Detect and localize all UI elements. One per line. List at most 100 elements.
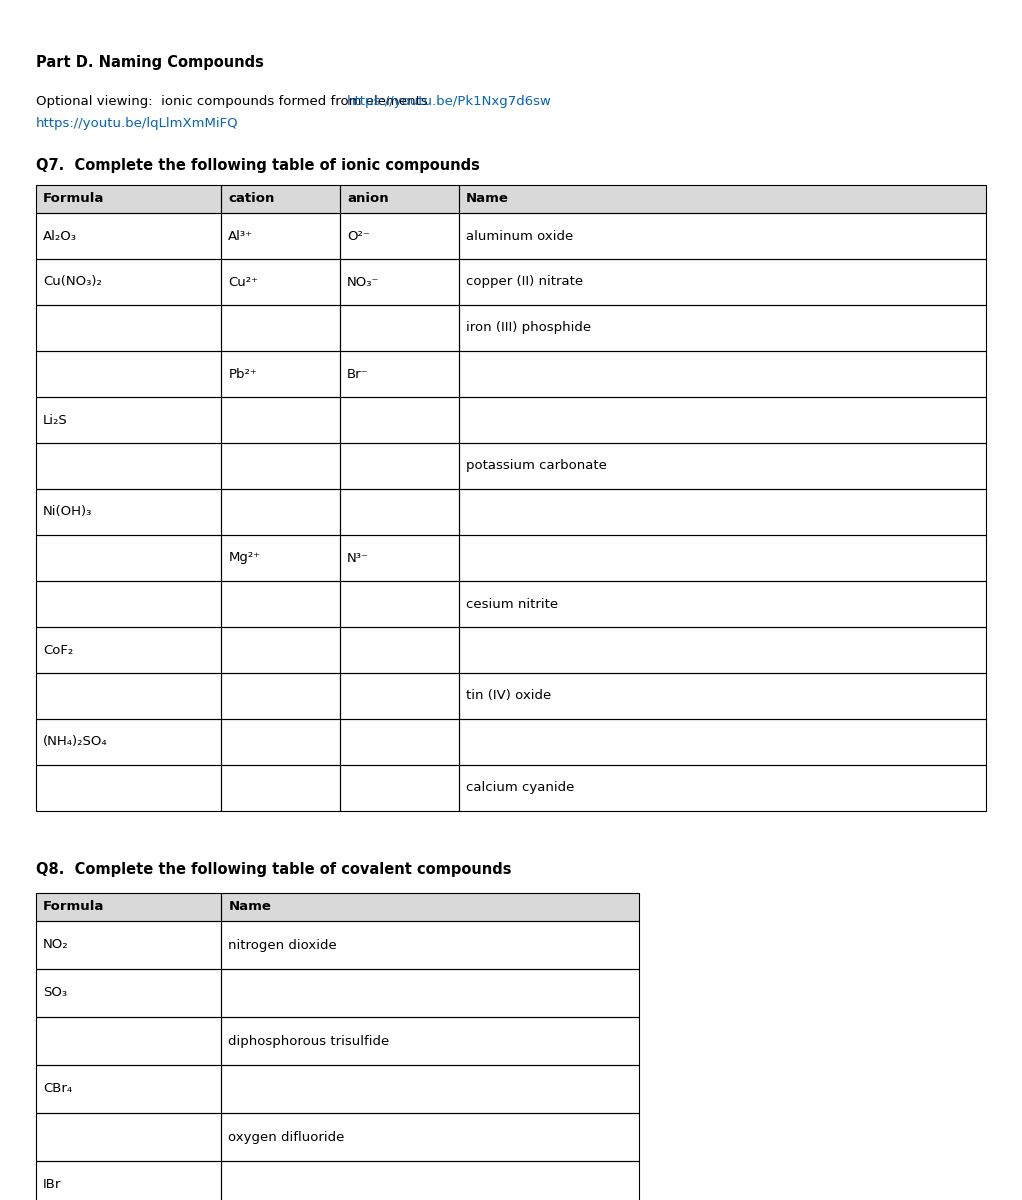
Text: potassium carbonate: potassium carbonate	[466, 460, 607, 473]
Bar	[36, 1066, 221, 1114]
Bar	[459, 185, 986, 214]
Bar	[36, 185, 221, 214]
Bar	[221, 490, 340, 535]
Bar	[340, 535, 459, 581]
Bar	[36, 719, 221, 766]
Bar	[459, 443, 986, 490]
Text: nitrogen dioxide: nitrogen dioxide	[228, 938, 337, 952]
Bar	[221, 673, 340, 719]
Bar	[36, 259, 221, 305]
Text: CBr₄: CBr₄	[43, 1082, 73, 1096]
Bar	[340, 490, 459, 535]
Bar	[459, 535, 986, 581]
Bar	[221, 305, 340, 350]
Text: iron (III) phosphide: iron (III) phosphide	[466, 322, 591, 335]
Text: Q8.  Complete the following table of covalent compounds: Q8. Complete the following table of cova…	[36, 862, 511, 877]
Text: cesium nitrite: cesium nitrite	[466, 598, 558, 611]
Text: oxygen difluoride: oxygen difluoride	[228, 1130, 344, 1144]
Bar	[221, 922, 639, 970]
Text: Part D. Naming Compounds: Part D. Naming Compounds	[36, 55, 264, 70]
Text: Pb²⁺: Pb²⁺	[228, 367, 257, 380]
Text: Cu²⁺: Cu²⁺	[228, 276, 259, 288]
Text: calcium cyanide: calcium cyanide	[466, 781, 574, 794]
Bar	[340, 214, 459, 259]
Text: Ni(OH)₃: Ni(OH)₃	[43, 505, 92, 518]
Bar	[340, 626, 459, 673]
Text: cation: cation	[228, 192, 275, 205]
Bar	[459, 673, 986, 719]
Bar	[340, 673, 459, 719]
Bar	[221, 259, 340, 305]
Text: Br⁻: Br⁻	[347, 367, 369, 380]
Bar	[340, 766, 459, 811]
Bar	[36, 305, 221, 350]
Bar	[36, 350, 221, 397]
Bar	[340, 719, 459, 766]
Bar	[221, 185, 340, 214]
Bar	[36, 626, 221, 673]
Bar	[36, 1162, 221, 1200]
Bar	[340, 350, 459, 397]
Bar	[36, 214, 221, 259]
Text: Mg²⁺: Mg²⁺	[228, 552, 261, 564]
Bar	[221, 719, 340, 766]
Bar	[340, 443, 459, 490]
Bar	[340, 305, 459, 350]
Bar	[36, 1018, 221, 1066]
Bar	[459, 185, 986, 214]
Text: Formula: Formula	[43, 900, 104, 913]
Bar	[459, 350, 986, 397]
Text: https://youtu.be/lqLlmXmMiFQ: https://youtu.be/lqLlmXmMiFQ	[36, 116, 238, 130]
Bar	[340, 185, 459, 214]
Text: IBr: IBr	[43, 1178, 61, 1192]
Text: Name: Name	[466, 192, 509, 205]
Bar	[36, 490, 221, 535]
Text: Cu(NO₃)₂: Cu(NO₃)₂	[43, 276, 102, 288]
Text: Al₂O₃: Al₂O₃	[43, 229, 77, 242]
Text: NO₃⁻: NO₃⁻	[347, 276, 379, 288]
Text: copper (II) nitrate: copper (II) nitrate	[466, 276, 583, 288]
Bar	[221, 1066, 639, 1114]
Bar	[221, 214, 340, 259]
Bar	[221, 397, 340, 443]
Bar	[221, 185, 340, 214]
Bar	[221, 766, 340, 811]
Bar	[36, 922, 221, 970]
Bar	[459, 490, 986, 535]
Bar	[340, 259, 459, 305]
Text: Al³⁺: Al³⁺	[228, 229, 253, 242]
Bar	[459, 626, 986, 673]
Text: CoF₂: CoF₂	[43, 643, 74, 656]
Text: tin (IV) oxide: tin (IV) oxide	[466, 690, 551, 702]
Text: https://youtu.be/Pk1Nxg7d6sw: https://youtu.be/Pk1Nxg7d6sw	[346, 95, 552, 108]
Text: O²⁻: O²⁻	[347, 229, 370, 242]
Bar	[36, 1114, 221, 1162]
Bar	[459, 766, 986, 811]
Text: aluminum oxide: aluminum oxide	[466, 229, 573, 242]
Bar	[459, 581, 986, 626]
Text: SO₃: SO₃	[43, 986, 67, 1000]
Bar	[459, 305, 986, 350]
Bar	[340, 581, 459, 626]
Bar	[459, 259, 986, 305]
Bar	[36, 443, 221, 490]
Bar	[221, 1018, 639, 1066]
Text: anion: anion	[347, 192, 388, 205]
Bar	[221, 535, 340, 581]
Bar	[459, 719, 986, 766]
Bar	[36, 397, 221, 443]
Bar	[221, 350, 340, 397]
Bar	[36, 893, 221, 922]
Bar	[221, 443, 340, 490]
Bar	[221, 581, 340, 626]
Bar	[340, 397, 459, 443]
Text: Li₂S: Li₂S	[43, 414, 67, 426]
Bar	[36, 893, 221, 922]
Text: Optional viewing:  ionic compounds formed from elements: Optional viewing: ionic compounds formed…	[36, 95, 432, 108]
Bar	[36, 581, 221, 626]
Bar	[221, 893, 639, 922]
Text: Q7.  Complete the following table of ionic compounds: Q7. Complete the following table of ioni…	[36, 158, 480, 173]
Text: N³⁻: N³⁻	[347, 552, 369, 564]
Text: (NH₄)₂SO₄: (NH₄)₂SO₄	[43, 736, 107, 749]
Bar	[459, 214, 986, 259]
